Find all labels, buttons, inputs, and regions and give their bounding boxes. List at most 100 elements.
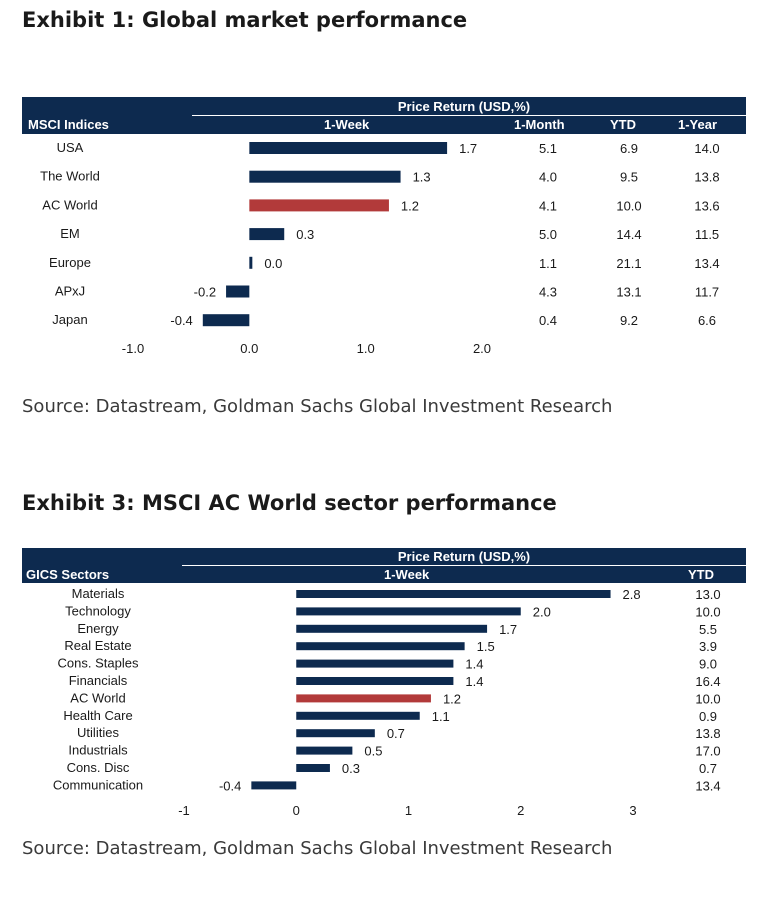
category-label-materials: Materials	[72, 586, 125, 601]
x-tick-1: 1	[405, 803, 412, 818]
value-label-ac-world: 1.2	[443, 691, 461, 706]
cell-ytd-communication: 13.4	[695, 778, 720, 793]
cell-1-year-the-world: 13.8	[694, 170, 719, 185]
bar-communication	[251, 781, 297, 790]
x-tick-minus-1-0: -1.0	[122, 341, 144, 356]
bar-cons-disc	[296, 764, 330, 772]
cell-ytd-apxj: 13.1	[616, 285, 641, 300]
exhibit1-col-ytd: YTD	[610, 117, 636, 132]
exhibit1-col-1month: 1-Month	[514, 117, 565, 132]
category-label-em: EM	[60, 226, 80, 241]
cell-ytd-usa: 6.9	[620, 141, 638, 156]
cell-1-year-apxj: 11.7	[695, 285, 719, 300]
category-label-the-world: The World	[40, 169, 100, 184]
x-tick-minus-1: -1	[178, 803, 190, 818]
exhibit3-header-first: GICS Sectors	[26, 567, 110, 582]
exhibit1-table-header: Price Return (USD,%) MSCI Indices 1-Week…	[22, 97, 746, 134]
exhibit3-col-ytd: YTD	[688, 567, 714, 582]
cell-ytd-cons-staples: 9.0	[699, 657, 717, 672]
cell-1-month-europe: 1.1	[539, 256, 557, 271]
bar-the-world	[249, 170, 401, 183]
bar-apxj	[226, 285, 250, 298]
cell-ytd-materials: 13.0	[695, 587, 720, 602]
category-label-ac-world: AC World	[70, 690, 125, 705]
exhibit1-header-group: Price Return (USD,%)	[397, 99, 531, 114]
cell-1-year-em: 11.5	[695, 227, 719, 242]
value-label-usa: 1.7	[459, 141, 477, 156]
cell-1-month-japan: 0.4	[539, 313, 557, 328]
x-tick-3: 3	[629, 803, 636, 818]
bar-ac-world	[249, 199, 389, 212]
exhibit1-bar-chart: USA 1.7 5.1 6.9 14.0 The World 1.3 4.0 9.5 13.8 AC…	[40, 140, 720, 356]
cell-1-month-the-world: 4.0	[539, 170, 557, 185]
cell-1-month-apxj: 4.3	[539, 285, 557, 300]
bar-financials	[296, 677, 454, 685]
cell-1-month-ac-world: 4.1	[539, 198, 557, 213]
category-label-energy: Energy	[77, 621, 119, 636]
category-label-usa: USA	[57, 140, 84, 155]
exhibit1-col-1week: 1-Week	[324, 117, 370, 132]
cell-ytd-cons-disc: 0.7	[699, 761, 717, 776]
value-label-industrials: 0.5	[364, 744, 382, 759]
value-label-real-estate: 1.5	[477, 639, 495, 654]
category-label-cons-disc: Cons. Disc	[67, 760, 130, 775]
exhibit3-source: Source: Datastream, Goldman Sachs Global…	[22, 838, 613, 859]
bar-health-care	[296, 711, 420, 720]
category-label-japan: Japan	[52, 312, 87, 327]
category-label-health-care: Health Care	[63, 708, 132, 723]
category-label-technology: Technology	[65, 603, 131, 618]
exhibit3-title: Exhibit 3: MSCI AC World sector performa…	[22, 491, 557, 515]
cell-ytd-technology: 10.0	[695, 604, 720, 619]
value-label-the-world: 1.3	[413, 170, 431, 185]
category-label-real-estate: Real Estate	[64, 638, 131, 653]
category-label-industrials: Industrials	[68, 743, 128, 758]
category-label-cons-staples: Cons. Staples	[58, 656, 139, 671]
value-label-cons-disc: 0.3	[342, 761, 360, 776]
category-label-financials: Financials	[69, 673, 128, 688]
bar-japan	[202, 314, 250, 327]
cell-1-year-europe: 13.4	[694, 256, 719, 271]
cell-ytd-ac-world: 10.0	[695, 691, 720, 706]
value-label-em: 0.3	[296, 227, 314, 242]
category-label-europe: Europe	[49, 255, 91, 270]
cell-ytd-ac-world: 10.0	[616, 198, 641, 213]
value-label-energy: 1.7	[499, 622, 517, 637]
bar-real-estate	[296, 642, 465, 651]
value-label-utilities: 0.7	[387, 726, 405, 741]
bar-technology	[296, 607, 521, 616]
value-label-europe: 0.0	[264, 256, 282, 271]
category-label-utilities: Utilities	[77, 725, 119, 740]
x-tick-2: 2	[517, 803, 524, 818]
x-tick-2-0: 2.0	[473, 341, 491, 356]
value-label-technology: 2.0	[533, 604, 551, 619]
cell-1-month-usa: 5.1	[539, 141, 557, 156]
category-label-communication: Communication	[53, 777, 143, 792]
value-label-health-care: 1.1	[432, 709, 450, 724]
exhibit3-table-header: Price Return (USD,%) GICS Sectors 1-Week…	[22, 548, 746, 583]
cell-1-year-japan: 6.6	[698, 313, 716, 328]
cell-ytd-real-estate: 3.9	[699, 639, 717, 654]
exhibit3-col-1week: 1-Week	[384, 567, 430, 582]
cell-1-month-em: 5.0	[539, 227, 557, 242]
cell-ytd-the-world: 9.5	[620, 170, 638, 185]
category-label-apxj: APxJ	[55, 284, 85, 299]
exhibit1-title: Exhibit 1: Global market performance	[22, 8, 468, 32]
exhibit1-header-divider	[192, 115, 746, 116]
x-tick-1-0: 1.0	[357, 341, 375, 356]
bar-utilities	[296, 729, 375, 738]
bar-materials	[296, 590, 611, 598]
category-label-ac-world: AC World	[42, 197, 97, 212]
value-label-cons-staples: 1.4	[465, 657, 483, 672]
cell-ytd-utilities: 13.8	[695, 726, 720, 741]
exhibit1-header-first: MSCI Indices	[28, 117, 109, 132]
bar-cons-staples	[296, 659, 454, 668]
value-label-apxj: -0.2	[194, 285, 216, 300]
exhibit3-header-divider	[182, 565, 746, 566]
bar-industrials	[296, 746, 353, 755]
bar-usa	[249, 142, 448, 154]
bar-europe	[249, 256, 253, 269]
exhibit1-col-1year: 1-Year	[678, 117, 718, 132]
cell-ytd-energy: 5.5	[699, 622, 717, 637]
cell-1-year-usa: 14.0	[694, 141, 719, 156]
exhibit1-source: Source: Datastream, Goldman Sachs Global…	[22, 396, 613, 417]
